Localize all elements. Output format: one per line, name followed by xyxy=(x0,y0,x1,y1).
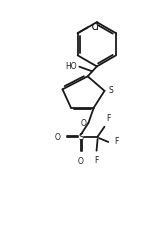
Text: F: F xyxy=(106,114,110,123)
Text: O: O xyxy=(78,157,84,166)
Text: F: F xyxy=(114,137,118,147)
Text: O: O xyxy=(55,133,61,142)
Text: F: F xyxy=(94,156,98,166)
Text: HO: HO xyxy=(65,62,77,71)
Text: O: O xyxy=(80,119,86,128)
Text: Cl: Cl xyxy=(91,23,99,32)
Text: Cl: Cl xyxy=(92,23,99,32)
Text: S: S xyxy=(78,133,83,142)
Text: S: S xyxy=(109,86,113,95)
